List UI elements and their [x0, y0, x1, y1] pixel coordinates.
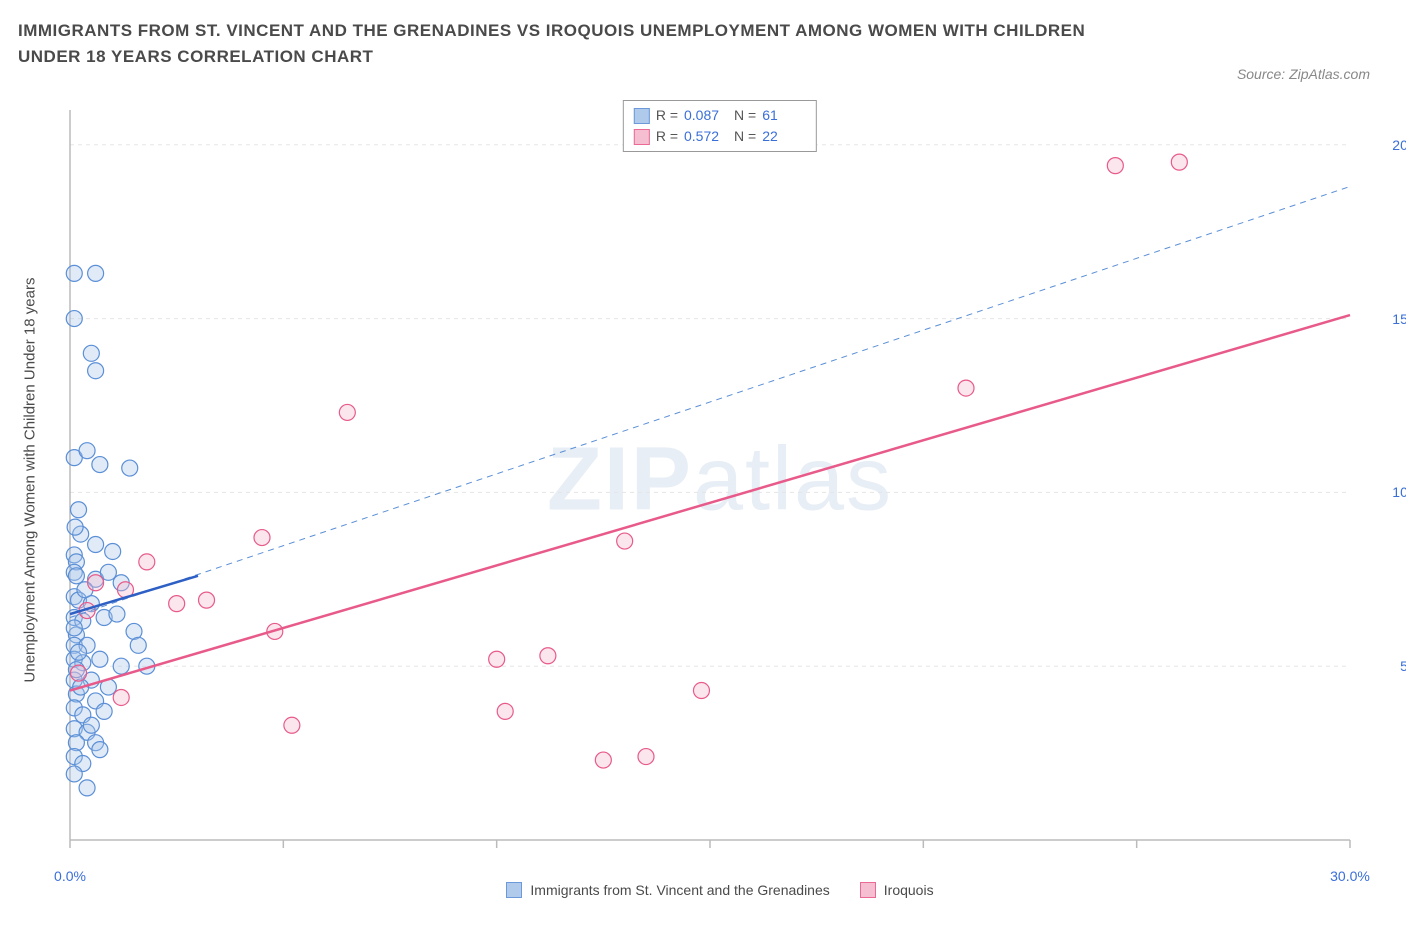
chart-title: IMMIGRANTS FROM ST. VINCENT AND THE GREN…	[18, 18, 1118, 69]
legend-swatch-series-1	[634, 108, 650, 124]
legend-swatch-series-2-bottom	[860, 882, 876, 898]
scatter-chart	[60, 100, 1380, 860]
legend-row-2: R = 0.572 N = 22	[634, 126, 806, 147]
source-label: Source: ZipAtlas.com	[1237, 66, 1370, 82]
r-label: R =	[656, 105, 678, 126]
r-value-2: 0.572	[684, 126, 728, 147]
series-legend: Immigrants from St. Vincent and the Gren…	[60, 882, 1380, 898]
n-value-1: 61	[762, 105, 806, 126]
n-value-2: 22	[762, 126, 806, 147]
series-1-name: Immigrants from St. Vincent and the Gren…	[530, 882, 829, 898]
y-axis-label: Unemployment Among Women with Children U…	[22, 278, 39, 683]
legend-swatch-series-1-bottom	[506, 882, 522, 898]
y-tick-label: 15.0%	[1392, 311, 1406, 327]
y-tick-label: 20.0%	[1392, 137, 1406, 153]
r-value-1: 0.087	[684, 105, 728, 126]
x-tick-label: 30.0%	[1330, 868, 1370, 884]
correlation-legend: R = 0.087 N = 61 R = 0.572 N = 22	[623, 100, 817, 152]
series-2-name: Iroquois	[884, 882, 934, 898]
legend-row-1: R = 0.087 N = 61	[634, 105, 806, 126]
r-label: R =	[656, 126, 678, 147]
x-tick-label: 0.0%	[54, 868, 86, 884]
n-label: N =	[734, 126, 756, 147]
y-tick-label: 10.0%	[1392, 484, 1406, 500]
n-label: N =	[734, 105, 756, 126]
legend-item-1: Immigrants from St. Vincent and the Gren…	[506, 882, 829, 898]
y-tick-label: 5.0%	[1400, 658, 1406, 674]
legend-swatch-series-2	[634, 129, 650, 145]
chart-area: Unemployment Among Women with Children U…	[60, 100, 1380, 860]
legend-item-2: Iroquois	[860, 882, 934, 898]
